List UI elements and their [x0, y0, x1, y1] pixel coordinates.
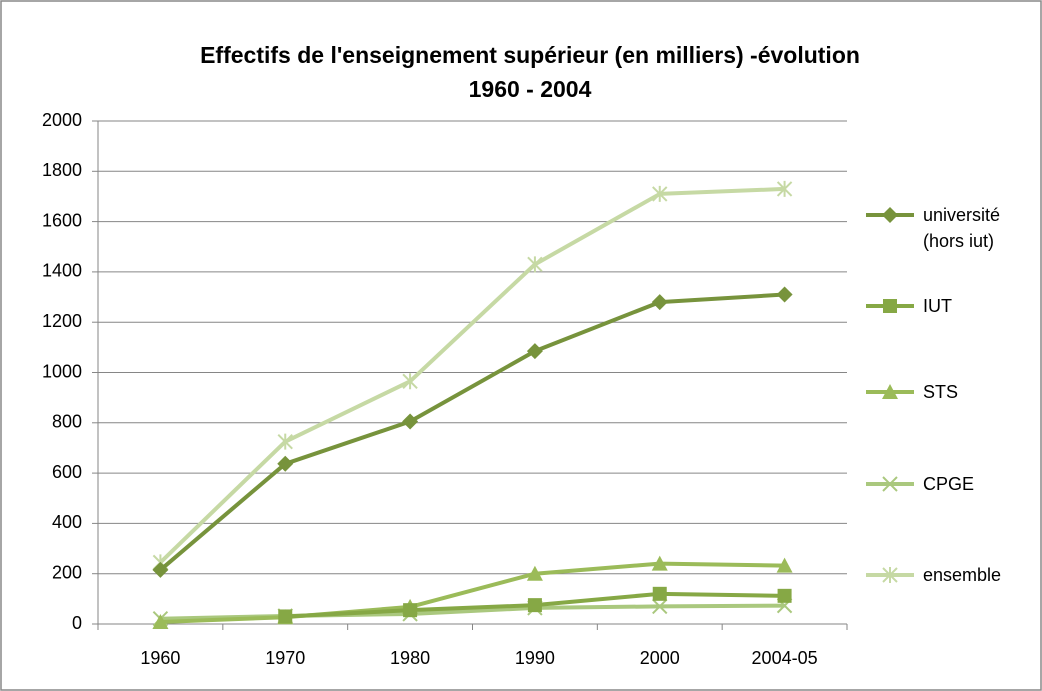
- legend-marker: [882, 567, 898, 583]
- legend-marker: [882, 384, 898, 399]
- x-tick-label: 1970: [265, 648, 305, 668]
- marker: [277, 455, 294, 472]
- marker: [652, 598, 668, 615]
- marker: [776, 557, 793, 573]
- series-line: [159, 186, 785, 564]
- x-tick-label: 2004-05: [752, 648, 818, 668]
- marker: [277, 433, 293, 450]
- y-tick-label: 2000: [42, 110, 82, 130]
- marker: [652, 586, 667, 601]
- legend-marker: [882, 207, 898, 223]
- y-tick-label: 1600: [42, 210, 82, 230]
- legend-label: ensemble: [923, 565, 1002, 585]
- y-tick-label: 600: [52, 462, 82, 482]
- marker: [651, 555, 668, 571]
- y-tick-label: 1200: [42, 311, 82, 331]
- marker: [152, 613, 169, 629]
- marker: [776, 180, 793, 197]
- y-tick-label: 1800: [42, 160, 82, 180]
- x-tick-label: 2000: [640, 648, 680, 668]
- marker: [776, 286, 793, 303]
- marker: [402, 373, 418, 390]
- legend-label: STS: [923, 382, 959, 402]
- marker: [278, 609, 293, 624]
- marker: [526, 565, 543, 581]
- marker: [652, 185, 668, 202]
- marker: [526, 343, 543, 360]
- legend-marker: [883, 299, 897, 313]
- marker: [402, 413, 419, 430]
- x-tick-label: 1960: [140, 648, 180, 668]
- y-tick-label: 400: [52, 512, 82, 532]
- y-tick-label: 200: [52, 562, 82, 582]
- chart-title: Effectifs de l'enseignement supérieur (e…: [200, 42, 860, 102]
- legend-label: CPGE: [923, 474, 975, 494]
- y-tick-label: 1000: [42, 361, 82, 381]
- y-tick-label: 0: [72, 613, 82, 633]
- marker: [527, 256, 543, 273]
- marker: [527, 598, 542, 613]
- series-line: [160, 561, 785, 624]
- marker: [403, 603, 418, 618]
- marker: [777, 588, 792, 603]
- legend-label: université (hors iut): [923, 205, 1001, 251]
- series-line: [159, 292, 785, 572]
- legend-label: IUT: [923, 296, 952, 316]
- legend-marker: [882, 476, 898, 492]
- marker: [152, 561, 169, 578]
- x-tick-label: 1990: [515, 648, 555, 668]
- x-tick-label: 1980: [390, 648, 430, 668]
- y-tick-label: 1400: [42, 261, 82, 281]
- y-tick-label: 800: [52, 412, 82, 432]
- marker: [651, 294, 668, 311]
